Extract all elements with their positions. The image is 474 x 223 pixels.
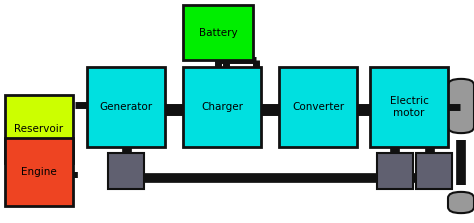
Bar xyxy=(87,67,165,147)
Text: Converter: Converter xyxy=(292,102,344,112)
Bar xyxy=(5,138,73,206)
Bar xyxy=(377,153,413,189)
Bar xyxy=(183,5,253,60)
Text: Charger: Charger xyxy=(201,102,243,112)
FancyBboxPatch shape xyxy=(448,192,474,213)
Text: Engine: Engine xyxy=(21,167,57,177)
Text: Reservoir: Reservoir xyxy=(14,124,64,134)
Text: Electric
motor: Electric motor xyxy=(390,96,428,118)
Bar xyxy=(416,153,452,189)
Text: Generator: Generator xyxy=(100,102,153,112)
Bar xyxy=(108,153,144,189)
Bar xyxy=(183,67,261,147)
Bar xyxy=(279,67,357,147)
Text: Battery: Battery xyxy=(199,27,237,37)
Bar xyxy=(5,95,73,163)
FancyBboxPatch shape xyxy=(448,79,474,133)
Bar xyxy=(370,67,448,147)
